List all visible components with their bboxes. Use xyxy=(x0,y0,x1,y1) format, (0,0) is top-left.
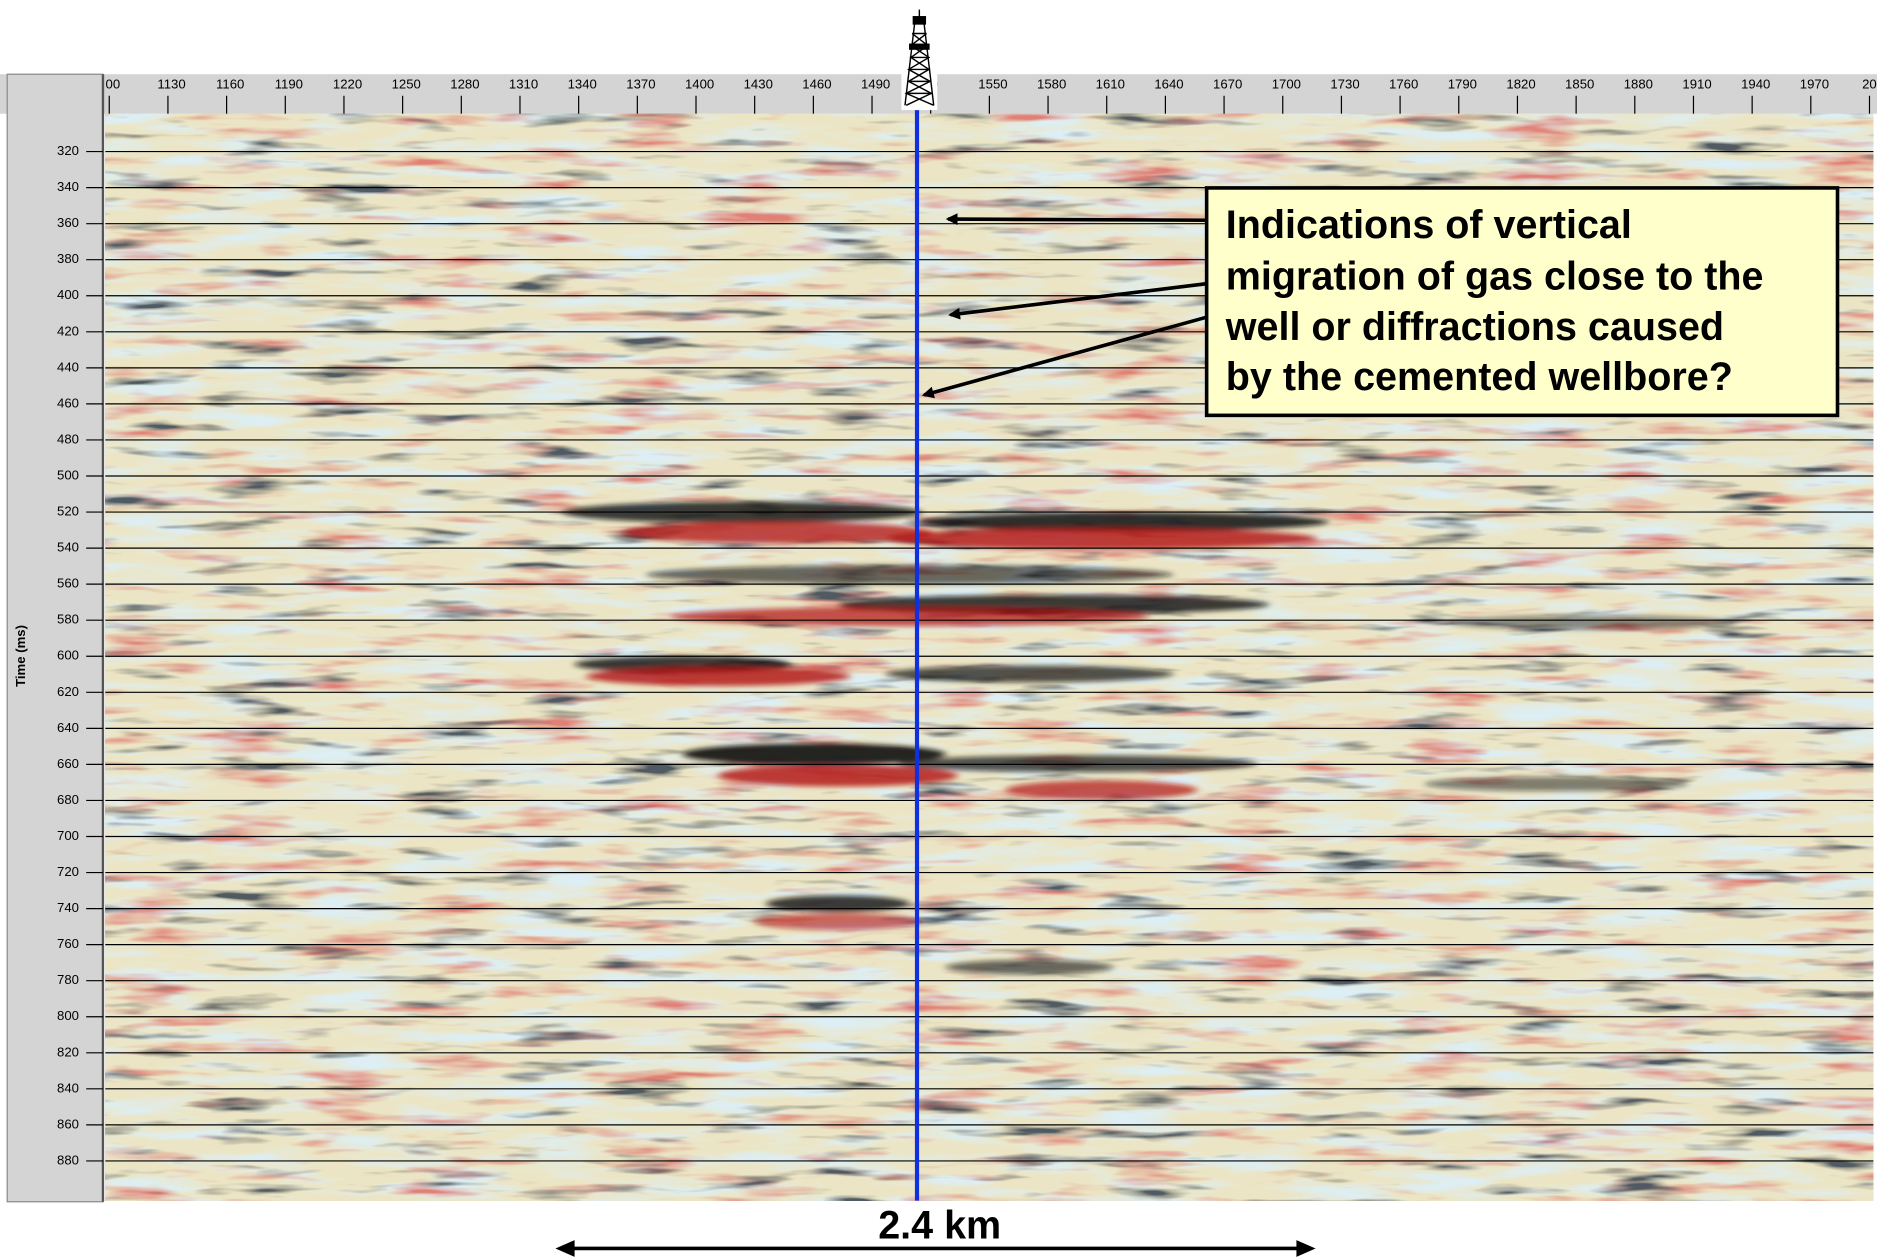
x-tick-label: 1130 xyxy=(157,76,185,91)
annotation-line: migration of gas close to the xyxy=(1226,255,1764,299)
scale-bar xyxy=(555,1240,1316,1257)
x-tick-label: 1310 xyxy=(509,76,538,91)
y-tick-label: 340 xyxy=(57,179,79,194)
y-tick-label: 740 xyxy=(57,900,79,915)
y-tick-label: 620 xyxy=(57,684,79,699)
x-tick-label: 200 xyxy=(1862,76,1877,91)
x-tick-label: 1610 xyxy=(1096,76,1125,91)
y-tick-label: 420 xyxy=(57,323,79,338)
x-tick-label: 1370 xyxy=(626,76,655,91)
annotation-line: well or diffractions caused xyxy=(1225,305,1724,349)
y-tick-label: 580 xyxy=(57,612,79,627)
x-tick-label: 1790 xyxy=(1448,76,1477,91)
x-tick-label: 1400 xyxy=(685,76,714,91)
y-axis-label: Time (ms) xyxy=(13,625,28,687)
y-tick-label: 760 xyxy=(57,936,79,951)
y-tick-label: 400 xyxy=(57,287,79,302)
top-axis-panel xyxy=(0,74,1877,114)
x-tick-label: 1490 xyxy=(861,76,890,91)
x-tick-label: 1880 xyxy=(1624,76,1653,91)
derrick-icon xyxy=(901,7,938,111)
x-tick-label: 1940 xyxy=(1741,76,1770,91)
y-tick-label: 680 xyxy=(57,792,79,807)
x-tick-label: 1670 xyxy=(1213,76,1242,91)
x-tick-label: 1580 xyxy=(1037,76,1066,91)
x-tick-label: 1910 xyxy=(1682,76,1711,91)
arrow xyxy=(921,315,1208,399)
x-tick-label: 1970 xyxy=(1800,76,1829,91)
annotation-line: by the cemented wellbore? xyxy=(1226,355,1733,399)
y-tick-label: 600 xyxy=(57,648,79,663)
x-tick-label: 1220 xyxy=(333,76,362,91)
annotation-box xyxy=(1204,186,1840,418)
x-tick-label: 1760 xyxy=(1389,76,1418,91)
y-tick-label: 660 xyxy=(57,756,79,771)
y-tick-label: 380 xyxy=(57,251,79,266)
x-tick-label: 1730 xyxy=(1330,76,1359,91)
y-tick-label: 880 xyxy=(57,1152,79,1167)
y-tick-label: 780 xyxy=(57,972,79,987)
x-tick-label: 1280 xyxy=(450,76,479,91)
y-tick-label: 440 xyxy=(57,359,79,374)
arrow xyxy=(945,213,1207,226)
x-tick-label: 1250 xyxy=(392,76,421,91)
x-tick-label: 1850 xyxy=(1565,76,1594,91)
reflectors xyxy=(562,501,1736,975)
x-tick-label: 1340 xyxy=(568,76,597,91)
x-tick-label: 1160 xyxy=(216,76,244,91)
y-tick-label: 700 xyxy=(57,828,79,843)
y-tick-label: 540 xyxy=(57,540,79,555)
x-tick-label: 1460 xyxy=(802,76,831,91)
y-tick-label: 840 xyxy=(57,1080,79,1095)
x-tick-label: 1820 xyxy=(1506,76,1535,91)
annotation-arrows xyxy=(921,213,1208,399)
y-tick-label: 800 xyxy=(57,1008,79,1023)
axes: 320 340 360 380 400 420 440 460 480 500 520 540 560 5… xyxy=(57,76,1877,1201)
y-tick-label: 560 xyxy=(57,576,79,591)
x-tick-label: 1190 xyxy=(275,76,303,91)
y-tick-label: 480 xyxy=(57,431,79,446)
left-axis-panel xyxy=(6,73,104,1203)
y-tick-label: 500 xyxy=(57,467,79,482)
y-tick-label: 720 xyxy=(57,864,79,879)
y-tick-label: 860 xyxy=(57,1116,79,1131)
y-tick-label: 640 xyxy=(57,720,79,735)
y-tick-label: 820 xyxy=(57,1044,79,1059)
x-tick-label: 1700 xyxy=(1272,76,1301,91)
seismic-image xyxy=(105,113,1874,1201)
y-tick-label: 460 xyxy=(57,395,79,410)
y-tick-label: 360 xyxy=(57,215,79,230)
y-tick-label: 320 xyxy=(57,143,79,158)
y-tick-label: 520 xyxy=(57,504,79,519)
scale-bar-label: 2.4 km xyxy=(878,1204,1001,1248)
x-tick-label: 1640 xyxy=(1154,76,1183,91)
x-tick-label: 1430 xyxy=(744,76,773,91)
annotation-line: Indications of vertical xyxy=(1226,203,1632,247)
arrow xyxy=(948,281,1207,320)
x-tick-label: 00 xyxy=(106,76,121,91)
x-tick-label: 1550 xyxy=(978,76,1007,91)
